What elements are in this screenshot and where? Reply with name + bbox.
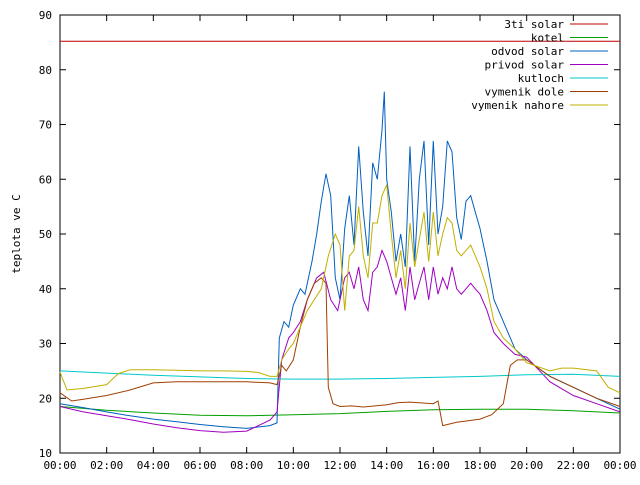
series-group	[59, 40, 621, 433]
x-tick-label: 00:00	[43, 459, 76, 472]
y-tick-label: 10	[39, 447, 52, 460]
y-axis: 10 20 30 40 50 60 70 80 90	[39, 9, 620, 460]
x-tick-label: 08:00	[230, 459, 263, 472]
x-tick-label: 18:00	[463, 459, 496, 472]
series-line-odvod-solar	[59, 91, 621, 429]
series-line-privod-solar	[59, 248, 621, 433]
series-line-kotel	[59, 406, 621, 417]
x-tick-label: 10:00	[277, 459, 310, 472]
legend-entry-label: 3ti solar	[504, 18, 564, 31]
y-tick-label: 50	[39, 228, 52, 241]
y-tick-label: 30	[39, 338, 52, 351]
y-tick-label: 20	[39, 392, 52, 405]
x-tick-label: 14:00	[370, 459, 403, 472]
y-tick-label: 60	[39, 173, 52, 186]
x-tick-label: 02:00	[90, 459, 123, 472]
y-tick-label: 80	[39, 64, 52, 77]
series-line-vymenik-nahore	[59, 184, 621, 394]
y-tick-label: 40	[39, 283, 52, 296]
x-tick-label: 00:00	[603, 459, 636, 472]
series-line-vymenik-dole	[59, 277, 621, 427]
x-tick-label: 20:00	[510, 459, 543, 472]
series-line-kutloch	[59, 370, 621, 380]
legend-entry-label: privod solar	[485, 59, 565, 72]
legend-entry-label: vymenik dole	[485, 86, 564, 99]
x-tick-label: 06:00	[183, 459, 216, 472]
legend-entry-label: vymenik nahore	[471, 99, 564, 112]
y-axis-label: teplota ve C	[10, 194, 23, 273]
x-tick-label: 22:00	[557, 459, 590, 472]
y-tick-label: 90	[39, 9, 52, 22]
x-tick-label: 16:00	[417, 459, 450, 472]
legend-entry-label: odvod solar	[491, 45, 564, 58]
legend-entry-label: kutloch	[518, 72, 564, 85]
y-tick-label: 70	[39, 119, 52, 132]
legend-entry-label: kotel	[531, 32, 564, 45]
x-tick-label: 12:00	[323, 459, 356, 472]
x-axis: 00:00 02:00 04:00 06:00 08:00 10:00 12:00 14:00…	[43, 15, 637, 472]
x-tick-label: 04:00	[137, 459, 170, 472]
